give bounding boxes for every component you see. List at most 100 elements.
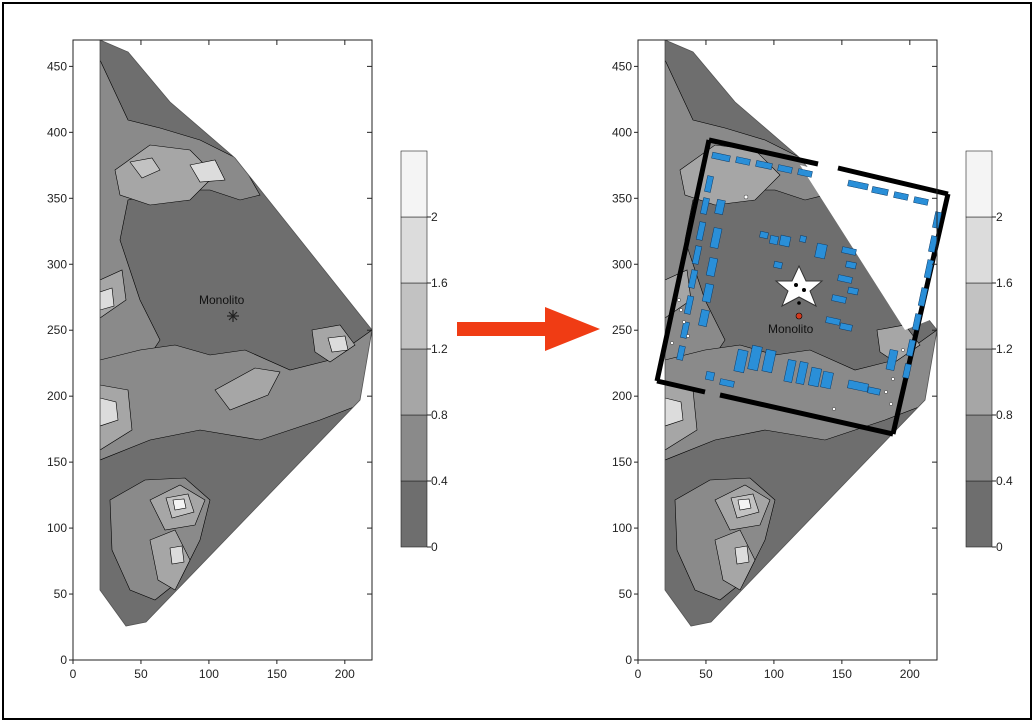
structure-block: [906, 339, 916, 357]
colorbar-tick-label: 2: [996, 210, 1003, 224]
structure-block: [680, 321, 690, 339]
structure-block: [913, 196, 929, 206]
y-tick-label: 200: [612, 389, 632, 403]
structure-block: [841, 246, 857, 256]
structure-block: [799, 235, 807, 243]
site-structures: [676, 151, 942, 396]
y-tick-label: 50: [54, 587, 68, 601]
structure-block: [825, 316, 841, 326]
structure-block: [893, 191, 909, 201]
y-tick-label: 100: [47, 521, 67, 535]
right-plot-frame: [637, 39, 938, 661]
structure-block: [867, 386, 881, 396]
structure-block: [695, 221, 707, 241]
y-tick-label: 350: [612, 191, 632, 205]
structure-block: [871, 186, 889, 196]
structure-block: [709, 227, 723, 249]
structure-block: [847, 286, 859, 296]
y-tick-label: 450: [47, 59, 67, 73]
y-tick-label: 400: [47, 125, 67, 139]
structure-block: [797, 168, 813, 178]
structure-block: [719, 378, 735, 388]
structure-block: [845, 260, 857, 270]
structure-block: [917, 287, 929, 307]
y-tick-label: 150: [47, 455, 67, 469]
structure-block: [691, 245, 703, 265]
structure-block: [839, 322, 853, 332]
colorbar-tick-label: 0.8: [996, 408, 1013, 422]
monolito-star-icon: [774, 264, 824, 320]
x-tick-label: 100: [764, 667, 784, 681]
right-map-outline: [664, 39, 938, 627]
y-tick-label: 400: [612, 125, 632, 139]
left-map-region: [100, 40, 372, 626]
structure-block: [783, 359, 797, 383]
right-contour-map: Monolito 0 50 100 150 200 0 50 100 150 200 250 300 3…: [612, 39, 1013, 681]
colorbar-tick-label: 0.8: [431, 408, 448, 422]
structure-block: [777, 164, 793, 174]
y-tick-label: 250: [612, 323, 632, 337]
structure-block: [755, 160, 773, 170]
y-tick-label: 50: [619, 587, 633, 601]
structure-block: [759, 230, 769, 240]
structure-block: [714, 199, 726, 215]
y-tick-label: 300: [47, 257, 67, 271]
colorbar-tick-label: 0.4: [431, 474, 448, 488]
y-tick-label: 0: [625, 653, 632, 667]
y-tick-label: 0: [60, 653, 67, 667]
structure-block: [700, 197, 710, 215]
structure-block: [902, 363, 912, 379]
y-tick-label: 350: [47, 191, 67, 205]
colorbar-tick-label: 0.4: [996, 474, 1013, 488]
colorbar-tick-label: 0: [996, 540, 1003, 554]
structure-block: [885, 349, 899, 371]
site-plan-square: [654, 137, 951, 437]
colorbar-tick-label: 1.6: [431, 276, 448, 290]
structure-block: [676, 345, 686, 361]
structure-block: [778, 234, 792, 248]
y-tick-label: 150: [612, 455, 632, 469]
right-colorbar: [965, 150, 993, 548]
left-monolito-label: Monolito: [199, 293, 245, 307]
y-tick-label: 450: [612, 59, 632, 73]
colorbar-tick-label: 1.2: [996, 342, 1013, 356]
x-tick-label: 50: [134, 667, 148, 681]
y-tick-label: 100: [612, 521, 632, 535]
structure-block: [837, 274, 853, 284]
left-contour-map: Monolito 0 50 100 150 200 0 50 100 150 200 250 300 3…: [47, 39, 448, 681]
structure-block: [704, 370, 716, 382]
y-tick-label: 200: [47, 389, 67, 403]
x-tick-label: 200: [335, 667, 355, 681]
structure-block: [698, 309, 710, 327]
structure-block: [807, 366, 823, 388]
left-monolito-asterisk: [227, 310, 239, 322]
structure-block: [773, 260, 783, 270]
left-map-outline: [99, 39, 373, 627]
structure-block: [847, 379, 869, 393]
structure-block: [701, 283, 715, 303]
right-monolito-label: Monolito: [768, 322, 814, 336]
left-axis-ticks: 0 50 100 150 200 0 50 100 150 200 250 300 350 400 450 0…: [47, 40, 448, 681]
structure-block: [912, 313, 922, 331]
left-colorbar: [400, 150, 428, 548]
structure-block: [814, 242, 828, 260]
structure-block: [831, 294, 847, 304]
transition-arrow: [457, 307, 600, 351]
x-tick-label: 0: [70, 667, 77, 681]
structure-block: [683, 295, 695, 315]
survey-dots: [670, 194, 905, 411]
right-white-wedge: [800, 165, 940, 330]
structure-block: [705, 257, 719, 277]
structure-block: [711, 151, 731, 163]
colorbar-tick-label: 1.2: [431, 342, 448, 356]
y-tick-label: 300: [612, 257, 632, 271]
colorbar-tick-label: 0: [431, 540, 438, 554]
structure-block: [820, 370, 834, 390]
colorbar-tick-label: 2: [431, 210, 438, 224]
x-tick-label: 200: [900, 667, 920, 681]
structure-block: [847, 179, 869, 191]
structure-block: [733, 348, 749, 374]
right-axis-ticks: 0 50 100 150 200 0 50 100 150 200 250 300 350 400 450 0…: [612, 40, 1013, 681]
